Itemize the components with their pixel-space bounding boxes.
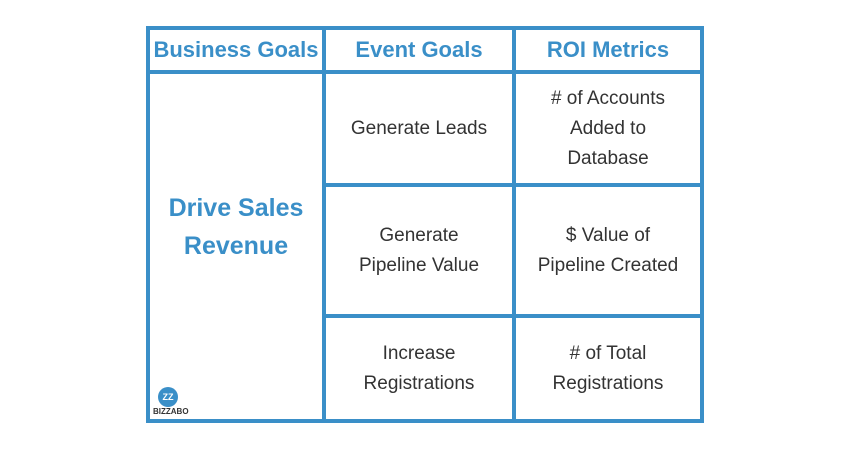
roi-metric-text: # of Accounts [550, 87, 666, 109]
header-cell: ROI Metrics [512, 26, 704, 74]
roi-metric-text: Database [567, 147, 649, 169]
event-goal-cell: Increase Registrations [322, 314, 516, 423]
roi-metric-text: Pipeline Created [537, 254, 679, 276]
roi-metric-cell: $ Value of Pipeline Created [512, 183, 704, 318]
business-goal-text: Drive Sales [168, 193, 304, 222]
event-goal-cell: Generate Leads [322, 70, 516, 187]
roi-metric-cell: # of Accounts Added to Database [512, 70, 704, 187]
header-text: Business Goals [153, 37, 319, 62]
header-cell: Event Goals [322, 26, 516, 74]
roi-metric-text: Added to [569, 117, 647, 139]
logo-icon: ZZ [158, 387, 178, 407]
logo-text: BIZZABO [153, 407, 189, 416]
roi-metric-cell: # of Total Registrations [512, 314, 704, 423]
business-goal-text: Revenue [183, 231, 289, 260]
event-goal-cell: Generate Pipeline Value [322, 183, 516, 318]
event-goal-text: Generate Leads [350, 117, 488, 139]
event-goal-text: Pipeline Value [358, 254, 480, 276]
roi-metric-text: Registrations [552, 372, 664, 394]
roi-metric-text: # of Total [569, 342, 647, 364]
header-text: Event Goals [355, 37, 483, 62]
event-goal-text: Generate [379, 224, 459, 246]
event-goal-text: Registrations [363, 372, 475, 394]
header-cell: Business Goals [146, 26, 326, 74]
roi-metric-text: $ Value of [565, 224, 651, 246]
event-goal-text: Increase [382, 342, 456, 364]
header-text: ROI Metrics [546, 37, 670, 62]
business-goal-cell: Drive Sales Revenue [146, 70, 326, 423]
